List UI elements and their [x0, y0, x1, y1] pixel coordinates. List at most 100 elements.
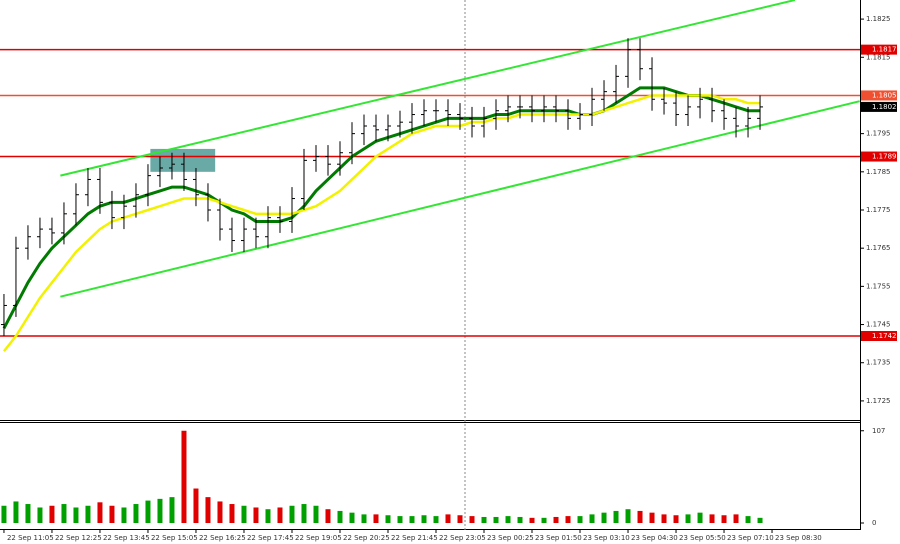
volume-bar — [301, 504, 307, 523]
x-tick-label: 22 Sep 13:45 — [103, 534, 150, 542]
volume-bar — [25, 504, 31, 523]
volume-bar — [61, 504, 67, 523]
x-tick-label: 22 Sep 17:45 — [247, 534, 294, 542]
level-label: 1.1742 — [872, 332, 897, 340]
volume-bar — [373, 514, 379, 523]
volume-bar — [205, 497, 211, 523]
volume-bar — [181, 430, 187, 523]
x-tick-label: 23 Sep 04:30 — [631, 534, 678, 542]
volume-bar — [613, 510, 619, 523]
y-tick-label: 1.1745 — [866, 321, 891, 329]
volume-bar — [493, 516, 499, 523]
x-tick-label: 22 Sep 20:25 — [343, 534, 390, 542]
level-label-box — [861, 90, 897, 101]
volume-bar — [217, 501, 223, 523]
volume-bar — [505, 516, 511, 523]
volume-bar — [709, 514, 715, 523]
volume-bar — [577, 516, 583, 523]
volume-bar — [253, 507, 259, 523]
volume-bar — [757, 517, 763, 523]
level-label: 1.1817 — [872, 46, 897, 54]
volume-bar — [745, 516, 751, 523]
volume-bar — [49, 505, 55, 523]
volume-bar — [529, 517, 535, 523]
volume-bar — [349, 512, 355, 523]
volume-bar — [421, 515, 427, 523]
volume-bar — [637, 510, 643, 523]
last-price-box — [861, 101, 897, 112]
y-tick-label: 1.1815 — [866, 53, 891, 61]
moving-average — [2, 94, 761, 353]
volume-bar — [661, 514, 667, 523]
y-tick-label: 1.1775 — [866, 206, 891, 214]
level-label: 1.1789 — [872, 153, 897, 161]
x-tick-label: 23 Sep 07:10 — [727, 534, 774, 542]
volume-bar — [433, 516, 439, 523]
volume-bar — [109, 505, 115, 523]
volume-tick-label: 107 — [872, 427, 885, 435]
volume-bar — [553, 516, 559, 523]
x-tick-label: 22 Sep 12:25 — [55, 534, 102, 542]
level-label: 1.1805 — [872, 91, 897, 99]
y-tick-label: 1.1765 — [866, 244, 891, 252]
volume-tick-label: 0 — [872, 519, 876, 527]
volume-bar — [277, 507, 283, 523]
moving-average — [2, 86, 761, 330]
x-tick-label: 23 Sep 00:25 — [487, 534, 534, 542]
volume-bar — [721, 515, 727, 523]
volume-bar — [589, 514, 595, 523]
volume-bar — [565, 516, 571, 523]
volume-bar — [697, 512, 703, 523]
volume-bar — [241, 505, 247, 523]
volume-bar — [409, 516, 415, 523]
volume-bar — [541, 517, 547, 523]
volume-bar — [169, 497, 175, 523]
last-price-label: 1.1802 — [872, 103, 897, 111]
volume-bar — [1, 505, 7, 523]
volume-bar — [229, 504, 235, 523]
volume-bar — [313, 505, 319, 523]
volume-bar — [457, 515, 463, 523]
volume-bar — [673, 515, 679, 523]
volume-bar — [85, 505, 91, 523]
volume-bar — [265, 509, 271, 523]
channel-line — [60, 100, 860, 298]
volume-bar — [601, 512, 607, 523]
volume-bar — [157, 498, 163, 523]
volume-bar — [481, 516, 487, 523]
y-tick-label: 1.1755 — [866, 282, 891, 290]
x-tick-label: 23 Sep 05:50 — [679, 534, 726, 542]
volume-bar — [397, 516, 403, 523]
volume-bar — [733, 514, 739, 523]
volume-bar — [625, 509, 631, 523]
volume-bar — [649, 512, 655, 523]
volume-bar — [37, 507, 43, 523]
y-tick-label: 1.1785 — [866, 168, 891, 176]
volume-bar — [517, 516, 523, 523]
x-tick-label: 22 Sep 16:25 — [199, 534, 246, 542]
volume-bar — [385, 515, 391, 523]
volume-bar — [325, 509, 331, 523]
volume-bar — [145, 500, 151, 523]
channel-line — [60, 0, 796, 177]
volume-bar — [445, 514, 451, 523]
volume-bar — [193, 488, 199, 523]
volume-bar — [73, 507, 79, 523]
volume-bar — [685, 514, 691, 523]
level-label-box — [861, 331, 897, 341]
x-tick-label: 22 Sep 11:05 — [7, 534, 54, 542]
volume-bar — [361, 514, 367, 523]
y-tick-label: 1.1725 — [866, 397, 891, 405]
highlight-box — [150, 148, 216, 172]
volume-bar — [289, 505, 295, 523]
level-label-box — [861, 44, 897, 55]
level-label-box — [861, 151, 897, 162]
volume-bar — [469, 516, 475, 523]
volume-bar — [13, 501, 19, 523]
y-tick-label: 1.1795 — [866, 130, 891, 138]
volume-bar — [337, 510, 343, 523]
y-tick-label: 1.1735 — [866, 359, 891, 367]
x-tick-label: 22 Sep 23:05 — [439, 534, 486, 542]
